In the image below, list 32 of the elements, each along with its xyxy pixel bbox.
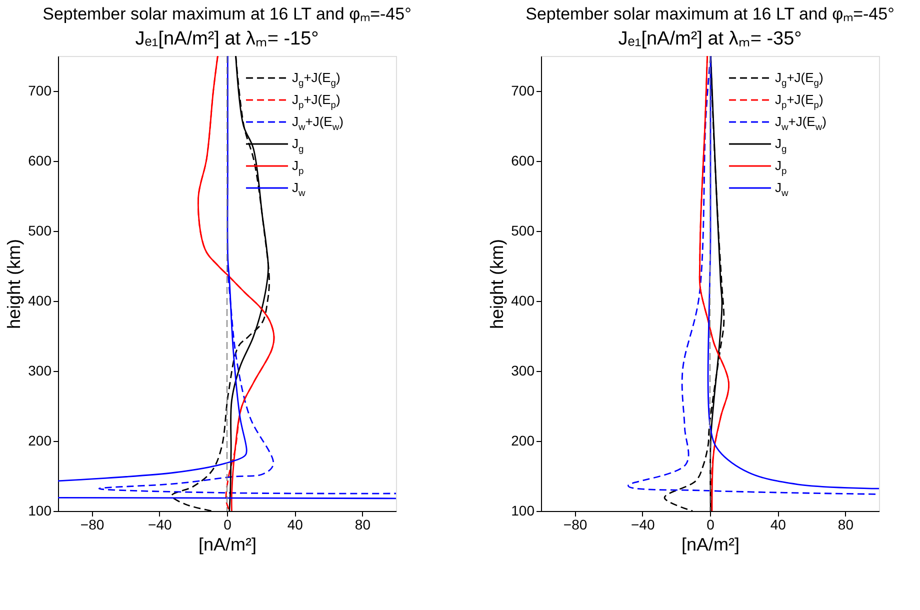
y-tick-label: 100 [511,502,535,518]
y-tick-label: 700 [28,82,52,98]
chart-subtitle: Jₑ₁[nA/m²] at λₘ= -15° [135,28,319,50]
y-tick-label: 600 [28,152,52,168]
y-tick-label: 400 [511,292,535,308]
x-tick-label: −80 [80,516,104,532]
y-axis-title: height (km) [4,238,24,330]
x-tick-label: −40 [631,516,655,532]
chart-title: September solar maximum at 16 LT and φₘ=-45° [42,4,412,24]
x-tick-label: −80 [563,516,588,532]
x-axis-title: [nA/m²] [681,534,740,554]
chart-subtitle: Jₑ₁[nA/m²] at λₘ= -35° [618,28,802,50]
x-tick-label: −40 [148,516,172,532]
y-tick-label: 200 [511,432,535,448]
x-tick-label: 40 [770,516,786,532]
y-tick-label: 100 [28,502,52,518]
y-tick-label: 600 [511,152,535,168]
y-tick-label: 700 [511,82,535,98]
y-tick-label: 400 [28,292,52,308]
y-tick-label: 300 [28,362,52,378]
y-tick-label: 500 [511,222,535,238]
y-axis-title: height (km) [487,238,508,330]
x-axis-title: [nA/m²] [198,534,257,554]
x-tick-label: 0 [224,516,232,532]
x-tick-label: 40 [287,516,304,532]
y-tick-label: 200 [28,432,52,448]
y-tick-label: 500 [28,222,52,238]
y-tick-label: 300 [511,362,535,378]
x-tick-label: 0 [706,516,715,532]
x-tick-label: 80 [838,516,854,532]
x-tick-label: 80 [354,516,371,532]
chart-title: September solar maximum at 16 LT and φₘ=-45° [526,4,894,24]
